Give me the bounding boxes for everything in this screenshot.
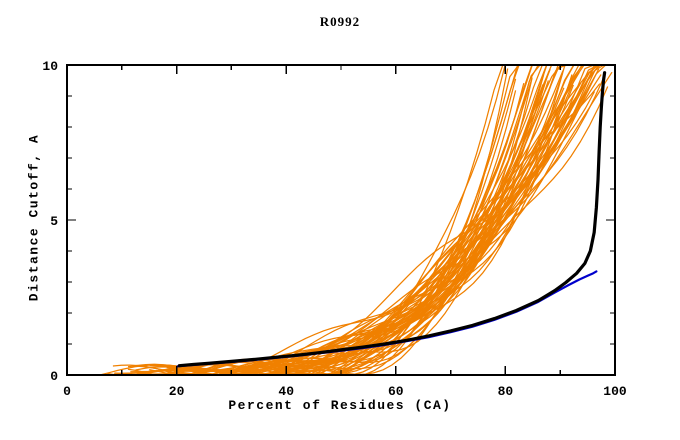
x-tick-label: 40: [278, 384, 294, 399]
prediction-curve: [178, 74, 602, 376]
x-axis-label: Percent of Residues (CA): [228, 398, 452, 413]
x-tick-label: 0: [63, 384, 71, 399]
prediction-curve: [111, 68, 509, 376]
prediction-curve: [165, 82, 582, 376]
series-reference-black: [177, 71, 607, 368]
prediction-curve: [188, 64, 605, 376]
prediction-curves-group: [99, 64, 613, 376]
y-tick-label: 5: [50, 214, 58, 229]
x-tick-label: 100: [603, 384, 627, 399]
prediction-curve: [173, 64, 607, 376]
x-tick-label: 80: [498, 384, 514, 399]
page-title: R0992: [319, 14, 361, 29]
y-tick-label: 0: [50, 369, 58, 384]
prediction-curve: [179, 64, 595, 373]
prediction-curve: [166, 64, 595, 376]
prediction-curve: [99, 64, 504, 376]
prediction-curve: [112, 66, 506, 376]
y-axis-label: Distance Cutoff, A: [26, 133, 42, 302]
x-tick-label: 20: [169, 384, 185, 399]
y-tick-label: 10: [42, 59, 58, 74]
x-tick-label: 60: [388, 384, 404, 399]
